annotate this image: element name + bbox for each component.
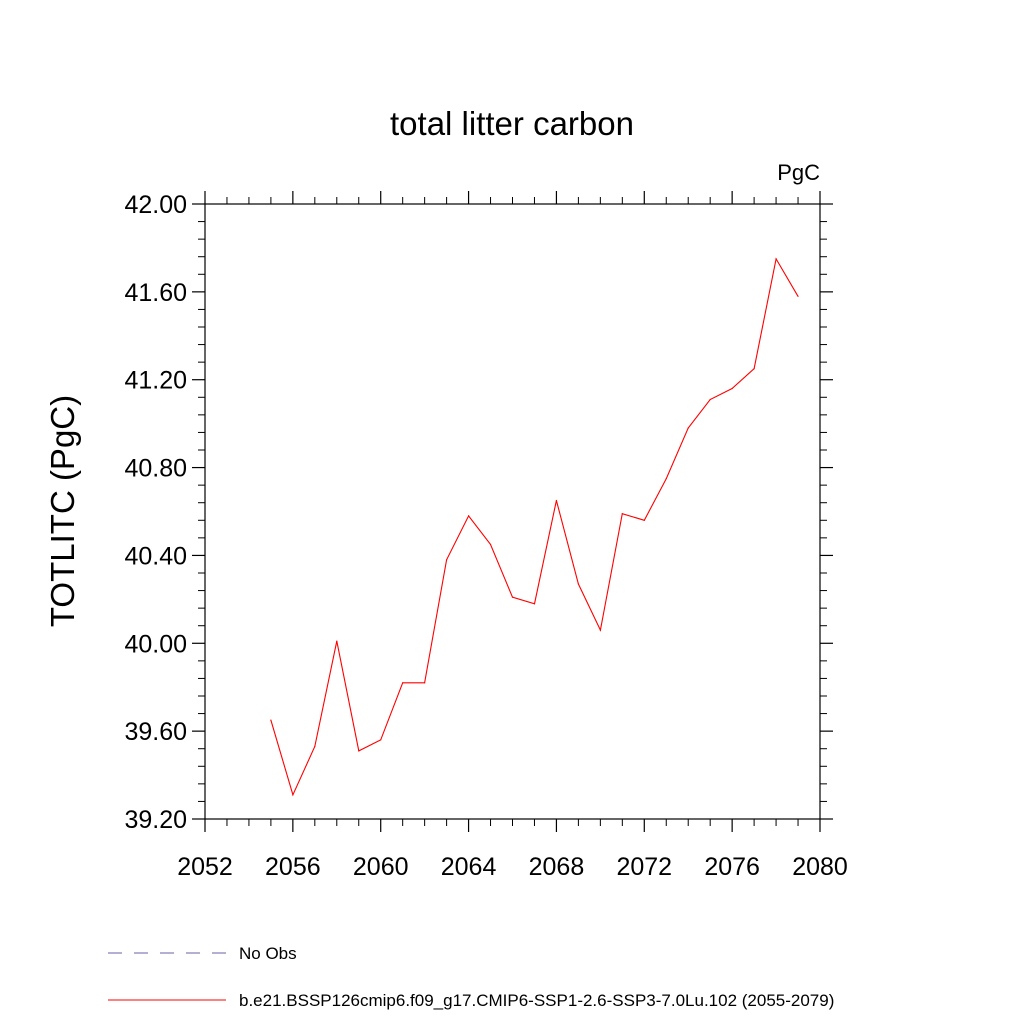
- x-tick-label: 2060: [353, 853, 409, 881]
- x-tick-label: 2072: [616, 853, 672, 881]
- legend: No Obs b.e21.BSSP126cmip6.f09_g17.CMIP6-S…: [108, 944, 834, 1010]
- data-point: [577, 583, 579, 585]
- plot-frame: [204, 203, 821, 820]
- x-tick-label: 2068: [529, 853, 585, 881]
- data-point: [402, 682, 404, 684]
- data-point: [424, 682, 426, 684]
- x-tick-label: 2080: [792, 853, 848, 881]
- data-point: [292, 794, 294, 796]
- data-point: [314, 745, 316, 748]
- data-point: [511, 596, 514, 598]
- y-tick-label: 41.60: [124, 279, 187, 307]
- x-tick-label: 2076: [704, 853, 760, 881]
- data-point: [665, 477, 667, 480]
- data-point: [489, 543, 492, 546]
- y-axis-label: TOTLITC (PgC): [44, 395, 81, 627]
- x-tick-label: 2052: [177, 853, 233, 881]
- x-tick-label: 2064: [441, 853, 497, 881]
- y-tick-label: 40.00: [124, 630, 187, 658]
- data-point: [797, 295, 799, 297]
- data-point: [599, 629, 601, 631]
- data-point: [380, 739, 382, 741]
- data-point: [709, 398, 711, 401]
- series-layer: [270, 257, 799, 797]
- legend-label-0: No Obs: [239, 944, 297, 963]
- y-tick-label: 39.60: [124, 718, 187, 746]
- data-point: [687, 427, 689, 429]
- tick-labels: 2052 2056 2060 2064 2068 2072 2076 2080 39.20 39.…: [124, 191, 847, 881]
- y-tick-label: 41.20: [124, 367, 187, 395]
- data-point: [270, 719, 272, 721]
- data-point: [753, 368, 755, 370]
- data-point: [358, 750, 360, 752]
- series-line-0: [270, 257, 799, 797]
- data-point: [621, 513, 623, 515]
- axis-ticks: [192, 191, 833, 832]
- x-tick-label: 2056: [265, 853, 321, 881]
- y-tick-label: 40.80: [124, 455, 187, 483]
- units-label: PgC: [777, 160, 820, 185]
- legend-label-1: b.e21.BSSP126cmip6.f09_g17.CMIP6-SSP1-2.…: [239, 991, 834, 1010]
- chart-title: total litter carbon: [390, 105, 634, 142]
- data-point: [533, 603, 536, 605]
- data-point: [467, 515, 470, 517]
- data-point: [731, 387, 733, 390]
- y-tick-label: 42.00: [124, 191, 187, 219]
- y-tick-label: 39.20: [124, 806, 187, 834]
- data-point: [336, 640, 338, 642]
- data-point: [555, 499, 558, 502]
- data-point: [446, 559, 448, 561]
- y-tick-label: 40.40: [124, 542, 187, 570]
- data-point: [775, 258, 777, 260]
- data-point: [643, 519, 645, 521]
